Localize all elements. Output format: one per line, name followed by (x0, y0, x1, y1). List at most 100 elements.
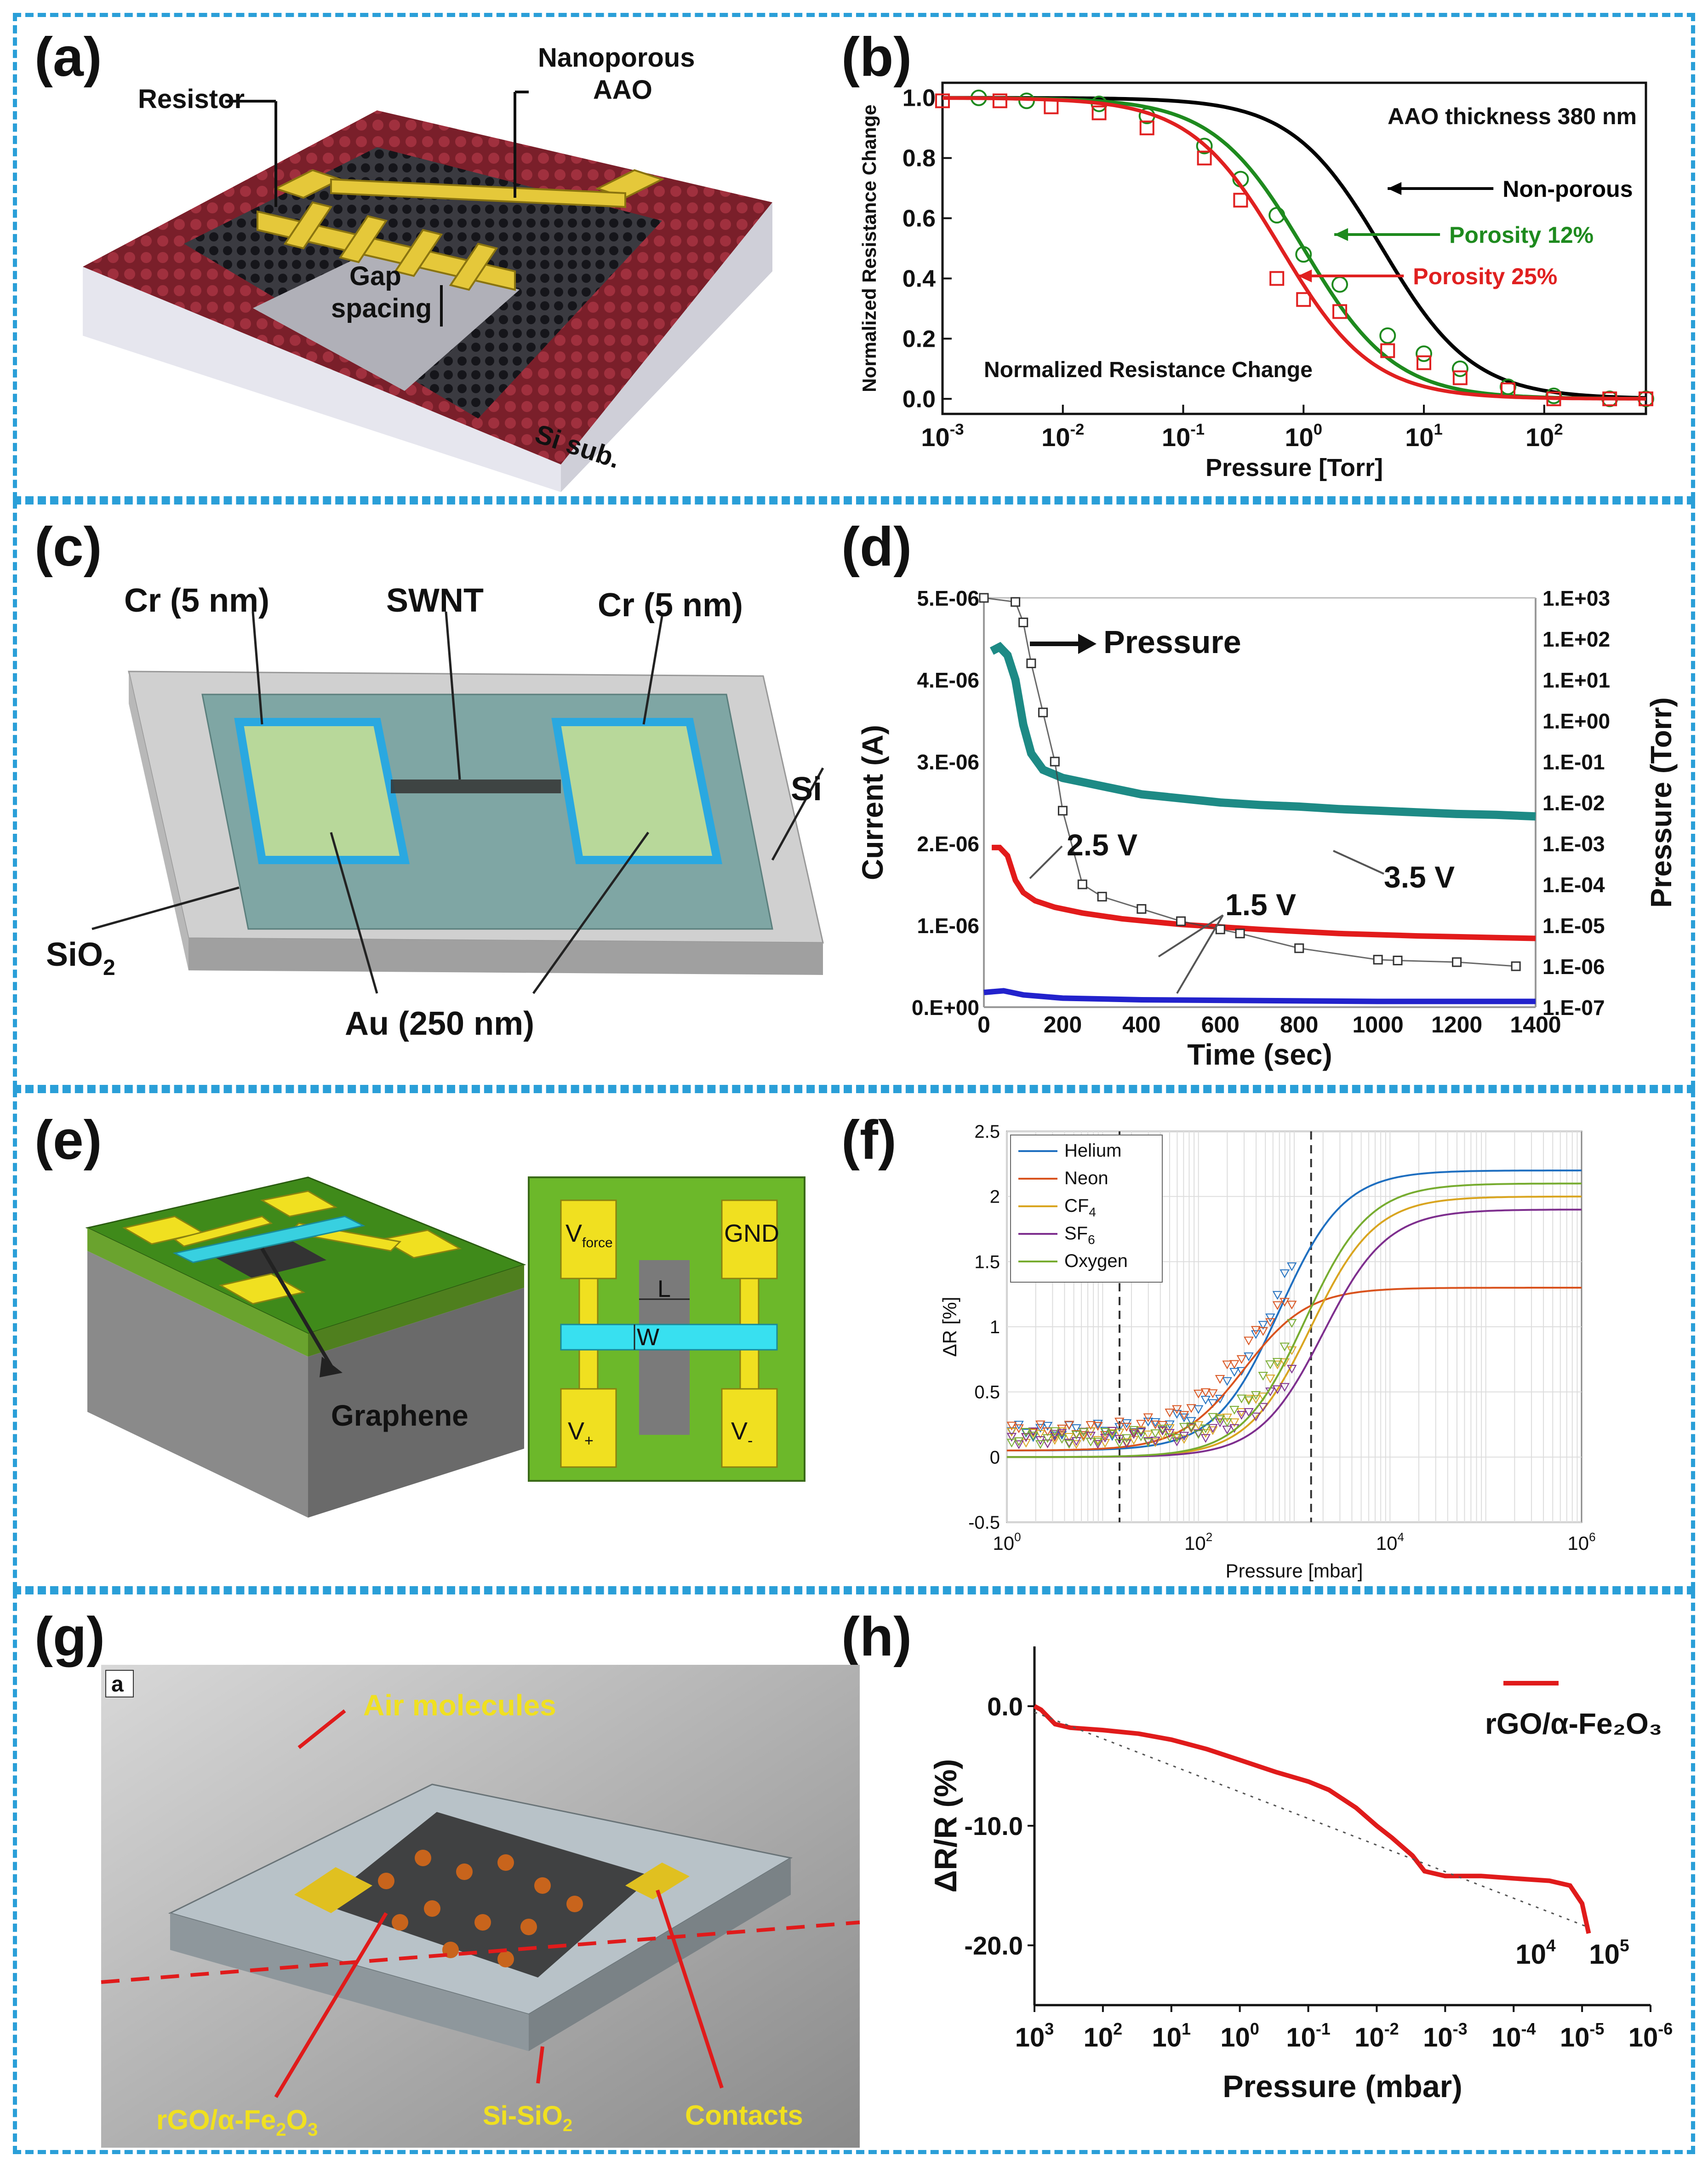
f-marker (1265, 1313, 1275, 1323)
d-y2tick-label: 1.E+00 (1542, 709, 1610, 733)
panel-a-label: (a) (34, 26, 102, 88)
f-marker (1193, 1389, 1204, 1399)
panel-b-label: (b) (841, 26, 912, 88)
f-marker (1186, 1424, 1196, 1433)
d-xtick-label: 600 (1201, 1012, 1240, 1038)
b-plot-frame (941, 81, 1647, 415)
d-pointer-1-5v-b (1176, 914, 1224, 994)
f-marker (1272, 1358, 1283, 1367)
f-marker (1078, 1428, 1089, 1437)
f-marker (1071, 1431, 1081, 1440)
f-marker (1172, 1437, 1182, 1446)
f-marker (1057, 1424, 1067, 1433)
d-y2tick-label: 1.E-06 (1542, 955, 1605, 979)
h-xlabel: Pressure (mbar) (1222, 2069, 1462, 2104)
f-marker (1035, 1420, 1045, 1429)
f-marker (1021, 1433, 1031, 1442)
f-marker (1136, 1432, 1146, 1441)
b-point (1295, 246, 1312, 263)
d-pressure-point (1452, 957, 1462, 967)
f-marker (1272, 1301, 1283, 1310)
d-series-line-2 (983, 988, 1536, 1004)
f-marker (1200, 1388, 1211, 1397)
f-marker (1042, 1434, 1053, 1443)
b-point (1379, 327, 1396, 344)
f-marker (1150, 1418, 1160, 1427)
f-marker (1179, 1423, 1189, 1432)
f-marker (1251, 1330, 1261, 1339)
f-marker (1136, 1426, 1146, 1435)
b-ytick-label: 0.4 (903, 265, 936, 292)
f-marker (1014, 1440, 1024, 1449)
panel-f-label: (f) (841, 1109, 897, 1171)
f-marker (1236, 1411, 1247, 1420)
d-y2tick-label: 1.E-02 (1542, 791, 1605, 815)
f-marker (1093, 1438, 1103, 1447)
aao-label-2: AAO (593, 75, 652, 105)
f-marker (1229, 1360, 1240, 1369)
h-xtick-label: 103 (1015, 2019, 1054, 2052)
swnt-channel (391, 780, 561, 793)
f-marker (1244, 1395, 1254, 1404)
f-marker (1028, 1432, 1039, 1441)
b-series-line-0 (943, 96, 1646, 400)
f-marker (1100, 1439, 1110, 1448)
frame-row-1 (13, 13, 1695, 500)
f-marker (1071, 1440, 1081, 1449)
gap-label-1: Gap (349, 261, 401, 291)
f-series-line-4 (1007, 1182, 1582, 1458)
d-pressure-point (979, 593, 989, 603)
f-marker (1165, 1433, 1175, 1442)
f-marker (1186, 1404, 1196, 1413)
f-marker (1222, 1377, 1232, 1386)
f-marker (1193, 1421, 1204, 1430)
d-pressure-point (1511, 961, 1521, 971)
f-marker (1064, 1433, 1074, 1442)
d-series-line-1 (992, 844, 1536, 941)
h-ytick-label: 0.0 (987, 1692, 1023, 1721)
f-marker (1222, 1360, 1232, 1370)
f-marker (1006, 1427, 1017, 1437)
f-marker (1064, 1421, 1074, 1430)
f-marker (1100, 1433, 1110, 1443)
f-series-line-1 (1006, 1287, 1582, 1451)
f-marker (1100, 1427, 1110, 1436)
b-legend-label-2: Porosity 25% (1413, 264, 1557, 289)
f-marker (1172, 1405, 1182, 1414)
f-marker (1114, 1439, 1125, 1448)
f-marker (1035, 1440, 1045, 1449)
f-marker (1208, 1389, 1218, 1399)
gnd-label: GND (724, 1220, 779, 1247)
b-point (1332, 304, 1348, 319)
f-marker (1287, 1319, 1297, 1328)
h-legend-label: rGO/α-Fe₂O₃ (1485, 1707, 1662, 1740)
f-marker (1208, 1424, 1218, 1433)
panel-a-schematic: Resistor Nanoporous AAO Gap spacing Si s… (83, 43, 772, 492)
d-y2tick-label: 1.E+02 (1542, 627, 1610, 651)
f-marker (1251, 1412, 1261, 1422)
b-point (1268, 207, 1285, 224)
si-substrate-side (129, 671, 189, 970)
d-series-line-0 (989, 642, 1536, 821)
d-y2tick-label: 1.E-03 (1542, 832, 1605, 856)
inset-label: a (111, 1672, 124, 1697)
f-marker (1028, 1429, 1039, 1438)
d-y2tick-label: 1.E+03 (1542, 586, 1610, 610)
d-pressure-point (1097, 892, 1107, 902)
b-point (1416, 345, 1433, 362)
chart-f: -0.5 0 0.5 1 1.5 2 2.5 100 102 104 106 Pressure [mb… (939, 1122, 1596, 1582)
f-marker (1287, 1262, 1297, 1272)
f-marker (1143, 1430, 1154, 1439)
d-pressure-point (1077, 879, 1087, 889)
h-xtick-label: 102 (1084, 2019, 1123, 2052)
f-marker (1150, 1438, 1160, 1447)
f-marker (1143, 1417, 1154, 1427)
d-y2tick-label: 1.E+01 (1542, 668, 1610, 692)
b-point (1451, 360, 1468, 377)
f-marker (1165, 1429, 1175, 1438)
l-label: L (657, 1276, 671, 1302)
f-xtick-label: 102 (1184, 1530, 1212, 1554)
f-marker (1121, 1422, 1132, 1432)
f-marker (1222, 1418, 1232, 1427)
chart-d: 0 200 400 600 800 1000 1200 1400 0.E+00 1.E-06 2.E… (856, 586, 1678, 1071)
